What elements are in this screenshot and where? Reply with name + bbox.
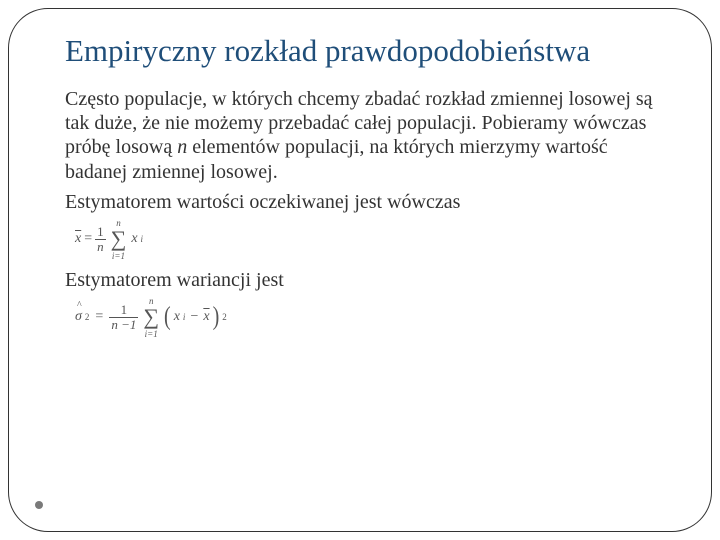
mean-lhs-xbar: x <box>75 231 81 247</box>
var-minus: − <box>190 309 198 325</box>
formula-mean: x = 1 n n ∑ i=1 xi <box>75 225 671 255</box>
formula-variance: σ2 = 1 n −1 n ∑ i=1 ( xi − x )2 <box>75 303 671 333</box>
var-sum-lower: i=1 <box>145 329 158 339</box>
paragraph-estimator-mean: Estymatorem wartości oczekiwanej jest wó… <box>65 190 671 214</box>
var-outer-sup: 2 <box>222 312 227 322</box>
mean-term-sub: i <box>141 234 144 244</box>
var-frac-den: n −1 <box>109 318 138 332</box>
var-sum-upper: n <box>149 296 154 306</box>
mean-fraction: 1 n <box>95 225 106 255</box>
mean-eq-sign: = <box>84 231 92 247</box>
corner-dot-icon <box>35 501 43 509</box>
mean-sum: n ∑ i=1 <box>111 226 127 252</box>
paragraph-estimator-var: Estymatorem wariancji jest <box>65 268 671 292</box>
var-inner-x: x <box>174 309 180 325</box>
var-sum: n ∑ i=1 <box>143 304 159 330</box>
var-frac-num: 1 <box>109 303 138 318</box>
slide-title: Empiryczny rozkład prawdopodobieństwa <box>65 33 671 69</box>
mean-sum-upper: n <box>116 218 121 228</box>
var-eq-sign: = <box>95 309 103 325</box>
var-inner-sub: i <box>183 312 186 322</box>
mean-sum-lower: i=1 <box>112 251 125 261</box>
mean-frac-den: n <box>95 240 106 254</box>
paragraph-intro: Często populacje, w których chcemy zbada… <box>65 87 671 185</box>
var-lhs-sigma: σ <box>75 309 82 325</box>
var-inner-xbar: x <box>203 309 209 325</box>
var-paren-open: ( <box>164 302 171 332</box>
mean-frac-num: 1 <box>95 225 106 240</box>
var-lhs-sup: 2 <box>85 312 90 322</box>
slide-frame: Empiryczny rozkład prawdopodobieństwa Cz… <box>8 8 712 532</box>
sigma-icon: ∑ <box>111 226 127 251</box>
var-paren-close: ) <box>213 302 220 332</box>
sigma-icon: ∑ <box>143 304 159 329</box>
para1-n: n <box>177 136 187 158</box>
var-fraction: 1 n −1 <box>109 303 138 333</box>
mean-term-x: x <box>131 231 137 247</box>
